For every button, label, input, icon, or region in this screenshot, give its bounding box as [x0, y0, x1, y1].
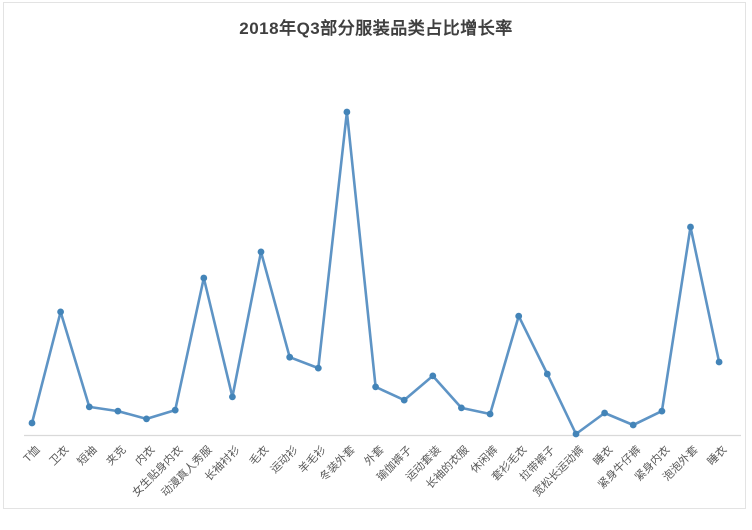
data-point: [85, 403, 93, 411]
data-point: [229, 393, 236, 401]
data-point: [486, 410, 494, 418]
data-point: [687, 223, 694, 231]
data-point: [114, 407, 122, 415]
data-point: [572, 430, 580, 438]
data-point: [429, 372, 437, 380]
line-chart: [24, 108, 741, 438]
data-point: [28, 419, 36, 427]
data-point: [601, 409, 608, 417]
chart-title: 2018年Q3部分服装品类占比增长率: [239, 19, 513, 38]
data-point: [658, 407, 666, 415]
data-point: [458, 404, 465, 412]
data-point: [343, 108, 351, 116]
data-point: [57, 308, 64, 316]
data-point: [715, 358, 723, 366]
data-point: [372, 383, 379, 391]
data-point: [543, 370, 551, 378]
data-point: [200, 274, 208, 282]
data-point: [286, 353, 294, 361]
data-point: [314, 364, 322, 372]
data-point: [257, 248, 265, 256]
chart-frame: [3, 2, 746, 509]
data-point: [629, 421, 637, 429]
data-point: [515, 312, 523, 320]
data-point: [400, 396, 408, 404]
data-point: [171, 406, 179, 414]
data-point: [143, 415, 150, 423]
